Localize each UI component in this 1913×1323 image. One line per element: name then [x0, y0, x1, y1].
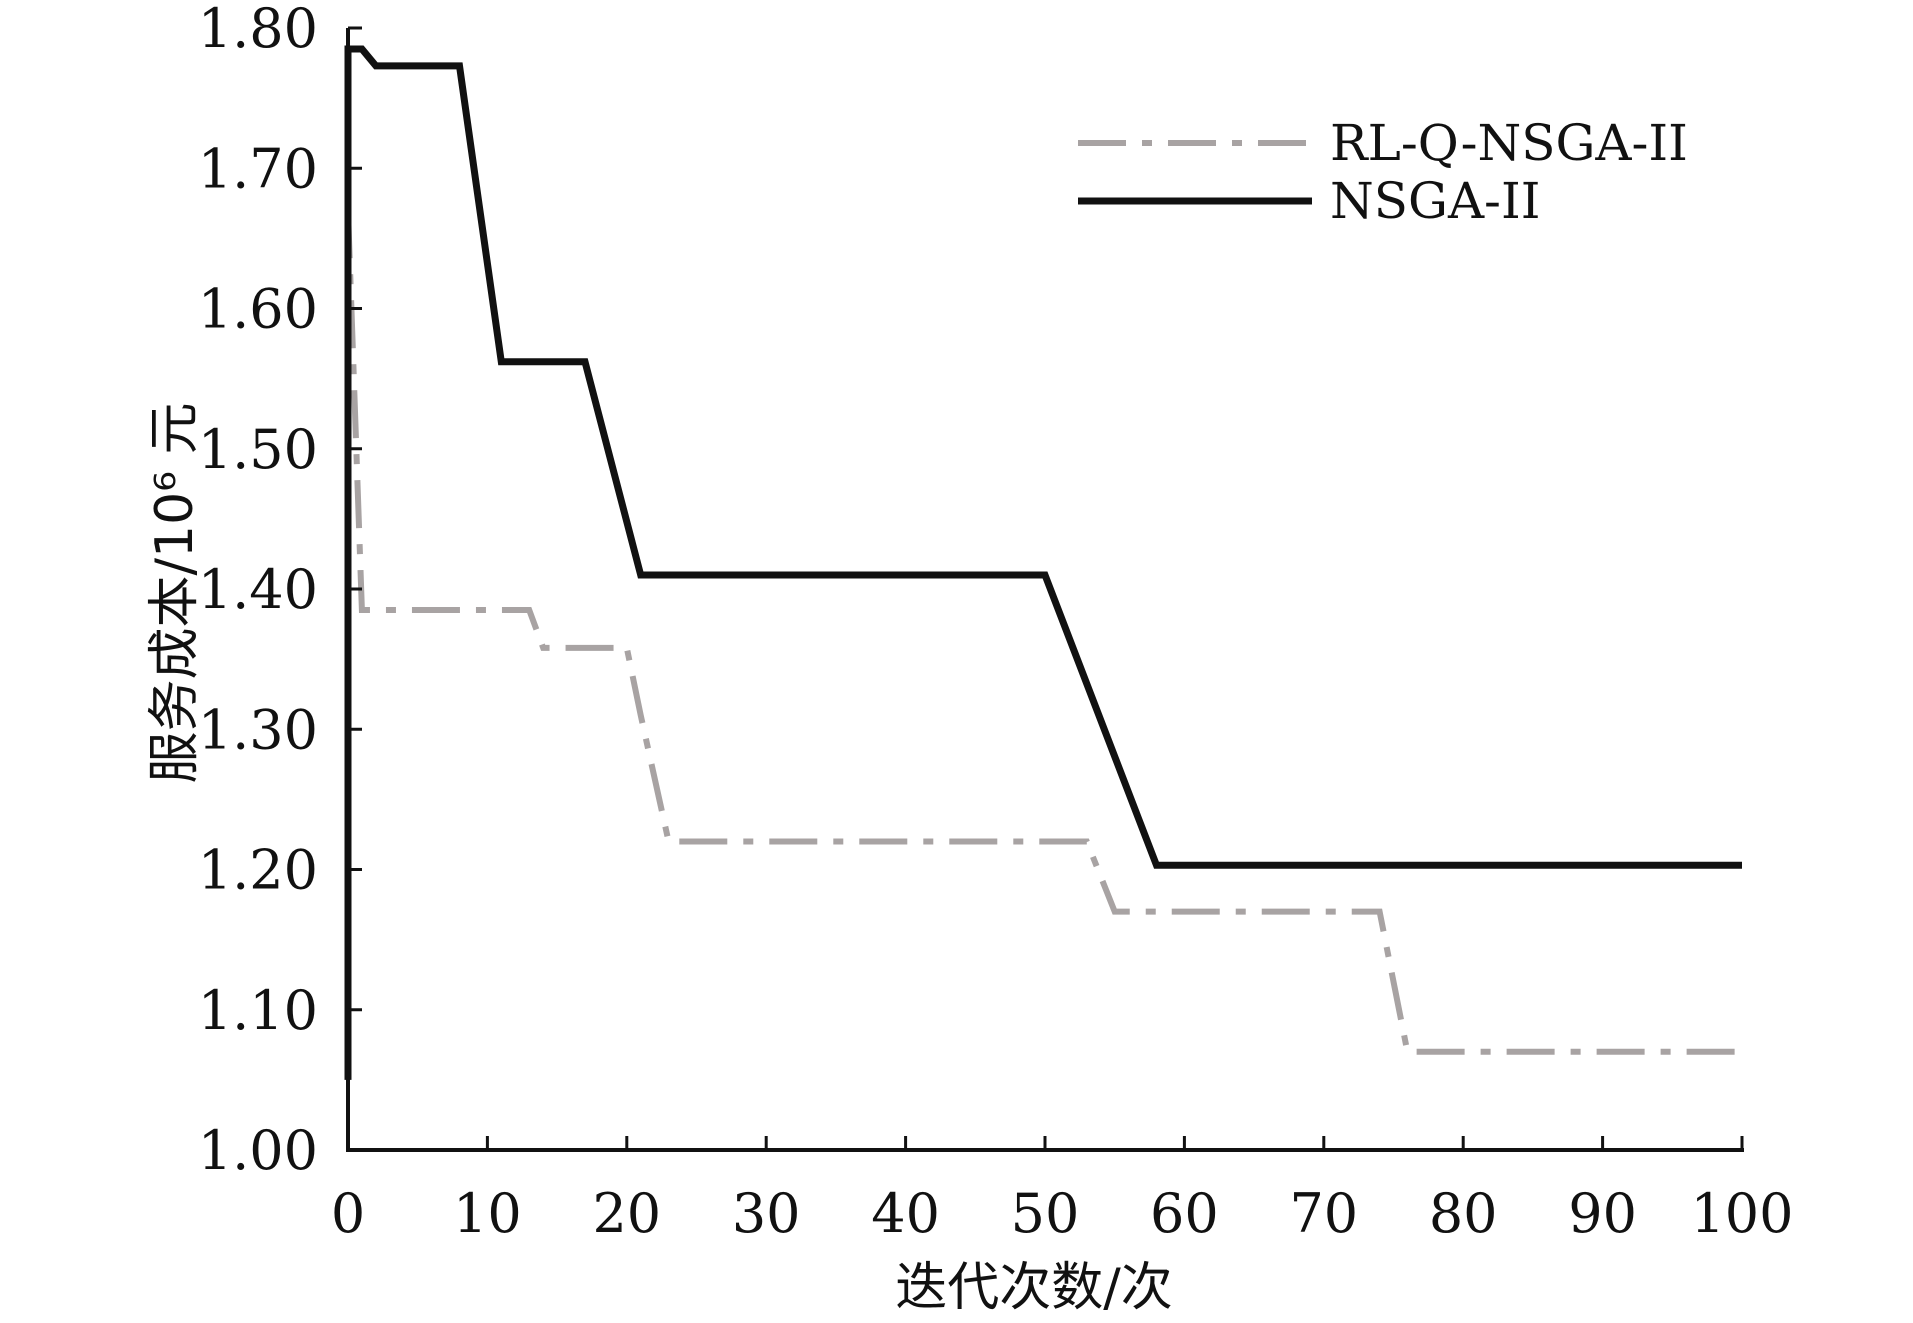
series-line-1: [345, 210, 1742, 1055]
legend-label-1: RL-Q-NSGA-II: [1330, 114, 1688, 172]
y-tick-label: 1.20: [198, 839, 318, 902]
x-tick-label: 90: [1568, 1182, 1637, 1245]
x-tick-label: 80: [1429, 1182, 1498, 1245]
y-tick-label: 1.60: [198, 278, 318, 341]
series-layer: [344, 45, 1742, 1080]
x-tick-label: 60: [1150, 1182, 1219, 1245]
x-axis-title: 迭代次数/次: [895, 1258, 1173, 1318]
y-tick-label: 1.10: [198, 979, 318, 1042]
y-tick-label: 1.00: [198, 1119, 318, 1182]
y-tick-label: 1.70: [198, 137, 318, 200]
y-tick-label: 1.30: [198, 698, 318, 761]
legend-label-2: NSGA-II: [1330, 172, 1540, 230]
y-tick-label: 1.40: [198, 558, 318, 621]
x-tick-label: 70: [1289, 1182, 1358, 1245]
x-tick-label: 10: [453, 1182, 522, 1245]
x-tick-label: 20: [592, 1182, 661, 1245]
series-line-2: [344, 45, 1742, 1080]
axes: [346, 26, 1744, 1152]
y-axis-title: 服务成本/10⁶ 元: [145, 402, 205, 783]
x-tick-label: 100: [1690, 1182, 1793, 1245]
x-tick-label: 30: [732, 1182, 801, 1245]
y-tick-label: 1.80: [198, 0, 318, 60]
x-tick-label: 40: [871, 1182, 940, 1245]
y-tick-label: 1.50: [198, 418, 318, 481]
x-tick-label: 50: [1011, 1182, 1080, 1245]
tick-labels: 1.00 1.10 1.20 1.30 1.40 1.50 1.60 1.70 1.80 0 10 2…: [198, 0, 1794, 1245]
x-tick-label: 0: [331, 1182, 365, 1245]
